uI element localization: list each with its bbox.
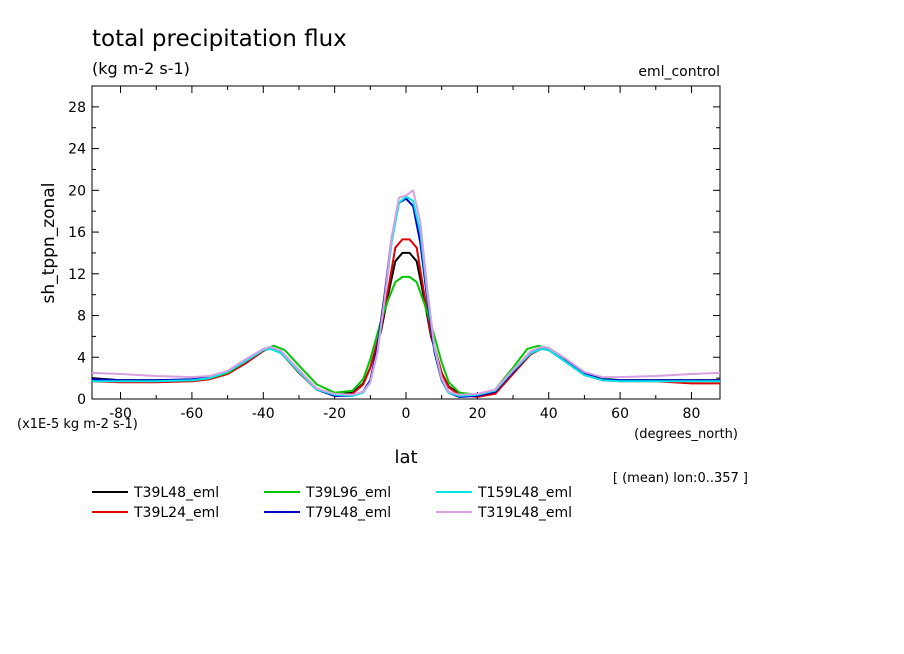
legend-label: T79L48_eml xyxy=(305,505,391,521)
legend: T39L48_eml T39L24_eml T39L96_eml T79L48_eml… xyxy=(92,485,572,521)
y-tick-label: 4 xyxy=(77,350,86,366)
y-tick-label: 0 xyxy=(77,392,86,408)
series-lines xyxy=(91,189,721,398)
y-tick-label: 24 xyxy=(68,142,86,158)
legend-label: T39L96_eml xyxy=(305,485,391,501)
x-axis-ticks: -80 -60 -40 -20 0 20 40 60 80 xyxy=(109,86,700,422)
x-tick-label: -40 xyxy=(252,406,275,422)
chart-title: total precipitation flux xyxy=(92,26,347,52)
x-tick-label: 60 xyxy=(611,406,629,422)
y-tick-label: 16 xyxy=(68,225,86,241)
x-tick-label: -80 xyxy=(109,406,132,422)
y-tick-label: 20 xyxy=(68,183,86,199)
series-line-t39l48-eml xyxy=(91,251,720,397)
x-tick-label: 40 xyxy=(540,406,558,422)
x-tick-label: 20 xyxy=(468,406,486,422)
legend-label: T159L48_eml xyxy=(477,485,572,501)
legend-label: T39L48_eml xyxy=(133,485,219,501)
y-axis-ticks: 0 4 8 12 16 20 24 28 xyxy=(68,85,720,408)
series-line-t79l48-eml xyxy=(91,197,720,398)
x-tick-label: 80 xyxy=(683,406,701,422)
y-tick-label: 12 xyxy=(68,267,86,283)
series-line-t39l24-eml xyxy=(91,238,720,398)
plot-frame xyxy=(91,85,721,400)
series-line-t319l48-eml xyxy=(91,189,721,396)
y-units-note: (x1E-5 kg m-2 s-1) xyxy=(17,417,138,432)
series-line-t159l48-eml xyxy=(92,195,720,397)
chart-subtitle: (kg m-2 s-1) xyxy=(92,59,190,78)
y-tick-label: 8 xyxy=(77,309,86,325)
x-units-label: (degrees_north) xyxy=(634,427,738,442)
legend-label: T39L24_eml xyxy=(133,505,219,521)
mean-note: [ (mean) lon:0..357 ] xyxy=(613,471,748,486)
x-tick-label: 0 xyxy=(402,406,411,422)
x-tick-label: -60 xyxy=(180,406,203,422)
y-tick-label: 28 xyxy=(68,100,86,116)
x-tick-label: -20 xyxy=(323,406,346,422)
y-axis-label: sh_tppn_zonal xyxy=(39,183,59,304)
x-axis-label: lat xyxy=(394,447,417,468)
legend-label: T319L48_eml xyxy=(477,505,572,521)
experiment-label: eml_control xyxy=(638,64,720,80)
